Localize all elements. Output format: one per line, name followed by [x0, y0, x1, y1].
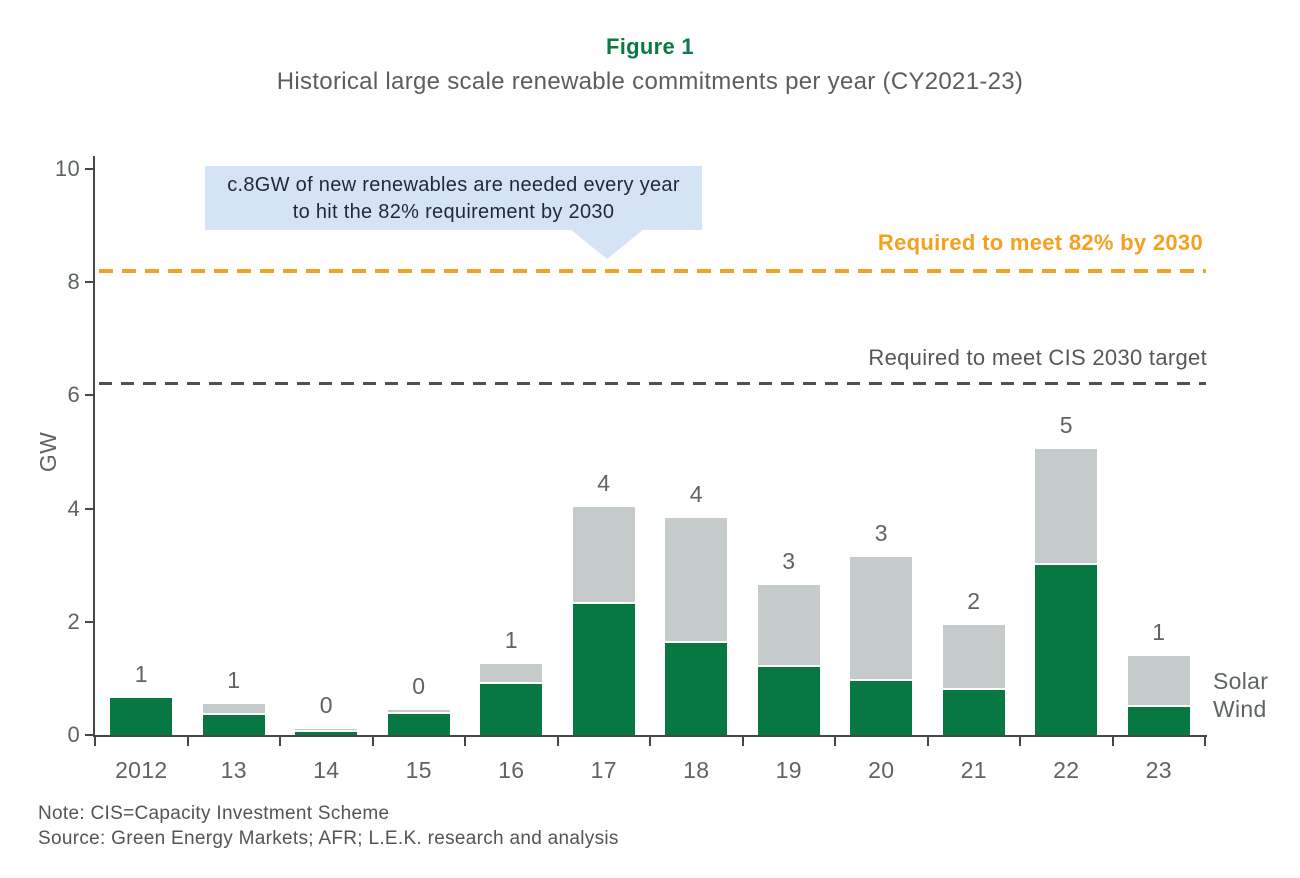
x-axis-category-label: 21 — [960, 757, 987, 783]
legend-label-wind: Wind — [1213, 696, 1267, 722]
y-axis-tick — [85, 394, 95, 397]
bar-total-label: 3 — [874, 519, 888, 546]
bar-segment-solar — [480, 664, 543, 685]
y-axis-tick-label: 0 — [67, 722, 80, 747]
x-axis-category-label: 20 — [868, 757, 895, 783]
bar-segment-wind — [1035, 565, 1098, 735]
x-axis-tick — [464, 737, 466, 746]
bar-segment-solar — [295, 729, 358, 733]
bar-total-label: 1 — [504, 627, 518, 654]
y-axis-tick — [85, 734, 95, 736]
bar-segment-wind — [1127, 706, 1190, 735]
bar-segment-solar — [850, 556, 913, 682]
figure-number: Figure 1 — [606, 34, 694, 59]
bar-total-label: 1 — [134, 661, 148, 688]
bar-segment-solar — [387, 710, 450, 715]
bar-total-label: 4 — [597, 470, 611, 497]
x-axis-tick — [1111, 737, 1114, 746]
x-axis-category-label: 23 — [1145, 757, 1172, 783]
threshold-line-82-percent — [99, 268, 1206, 273]
threshold-line-cis-2030 — [99, 382, 1206, 386]
bar-segment-wind — [850, 681, 913, 735]
annotation-line-2: to hit the 82% requirement by 2030 — [292, 201, 615, 223]
y-axis-tick-label: 4 — [67, 495, 80, 521]
bar-total-label: 5 — [1059, 412, 1073, 439]
chart-note: Note: CIS=Capacity Investment Scheme — [38, 803, 390, 824]
annotation-callout: c.8GW of new renewables are needed every… — [205, 166, 702, 230]
x-axis-category-label: 18 — [683, 757, 710, 783]
bar-total-label: 4 — [689, 481, 703, 508]
y-axis-tick-label: 10 — [54, 156, 80, 181]
bar-segment-solar — [1127, 655, 1190, 707]
x-axis-tick — [741, 737, 744, 746]
bar-segment-wind — [572, 603, 635, 735]
x-axis-tick — [556, 737, 559, 746]
y-axis-tick — [85, 620, 95, 623]
bar-total-label: 0 — [412, 673, 426, 700]
bar-segment-solar — [1035, 449, 1098, 566]
bar-segment-wind — [202, 715, 265, 735]
annotation-line-1: c.8GW of new renewables are needed every… — [227, 174, 680, 196]
y-axis-tick — [85, 507, 95, 510]
y-axis-tick-label: 6 — [67, 382, 80, 408]
y-axis-tick — [85, 281, 95, 284]
bar-segment-wind — [110, 698, 173, 735]
bar-segment-solar — [572, 507, 635, 604]
bar-total-label: 1 — [227, 666, 241, 693]
bar-total-label: 2 — [967, 587, 981, 614]
bar-segment-solar — [665, 518, 728, 643]
bar-segment-solar — [757, 585, 820, 668]
x-axis-tick — [371, 737, 374, 746]
x-axis-category-label: 14 — [313, 757, 340, 783]
x-axis-tick — [926, 737, 929, 746]
bar-segment-wind — [295, 732, 358, 735]
x-axis-line — [93, 735, 1207, 737]
bar-segment-solar — [202, 703, 265, 716]
x-axis-tick — [279, 737, 281, 746]
chart-source: Source: Green Energy Markets; AFR; L.E.K… — [38, 828, 619, 849]
bar-segment-wind — [387, 714, 450, 735]
x-axis-category-label: 22 — [1053, 757, 1080, 783]
y-axis-line — [93, 156, 95, 737]
y-axis-tick — [85, 168, 95, 170]
x-axis-tick — [1019, 737, 1021, 746]
x-axis-tick — [834, 737, 836, 746]
threshold-label-82-percent: Required to meet 82% by 2030 — [877, 230, 1203, 255]
y-axis-title: GW — [35, 431, 61, 473]
x-axis-category-label: 19 — [775, 757, 802, 783]
x-axis-tick — [649, 737, 651, 746]
bar-segment-wind — [480, 684, 543, 735]
bar-segment-wind — [942, 689, 1005, 735]
y-axis-tick-label: 2 — [67, 608, 80, 634]
x-axis-category-label: 15 — [405, 757, 432, 783]
chart-title: Historical large scale renewable commitm… — [276, 68, 1024, 95]
bar-total-label: 0 — [319, 692, 333, 719]
threshold-label-cis-2030: Required to meet CIS 2030 target — [868, 345, 1207, 370]
bar-segment-solar — [942, 624, 1005, 690]
x-axis-category-label: 13 — [220, 757, 247, 783]
y-axis-tick-label: 8 — [67, 269, 80, 295]
x-axis-tick — [94, 737, 96, 746]
x-axis-tick — [186, 737, 189, 746]
bar-segment-wind — [757, 667, 820, 735]
legend-label-solar: Solar — [1213, 668, 1269, 694]
bar-total-label: 1 — [1152, 618, 1166, 645]
bar-total-label: 3 — [782, 548, 796, 574]
x-axis-tick — [1204, 737, 1206, 746]
annotation-callout-tail — [570, 229, 644, 259]
bar-segment-wind — [665, 642, 728, 735]
x-axis-category-label: 17 — [590, 757, 617, 783]
x-axis-category-label: 2012 — [115, 757, 168, 783]
x-axis-category-label: 16 — [498, 757, 525, 783]
